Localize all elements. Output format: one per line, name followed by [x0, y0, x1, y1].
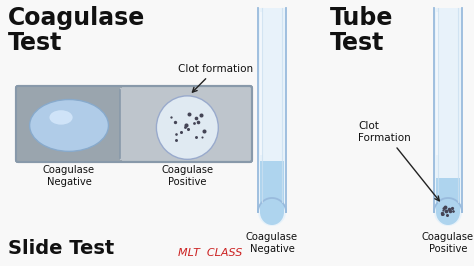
Text: Coagulase
Negative: Coagulase Negative	[246, 232, 298, 253]
Ellipse shape	[49, 110, 73, 125]
Ellipse shape	[434, 198, 462, 226]
FancyBboxPatch shape	[16, 86, 122, 162]
Ellipse shape	[258, 198, 286, 226]
Text: Slide Test: Slide Test	[8, 239, 114, 258]
Text: MLT  CLASS: MLT CLASS	[178, 248, 242, 258]
Bar	[20, 90, 116, 158]
Ellipse shape	[156, 96, 219, 159]
Text: Coagulase
Positive: Coagulase Positive	[161, 165, 213, 187]
FancyBboxPatch shape	[120, 88, 250, 160]
Bar	[434, 8, 462, 212]
Text: Coagulase
Positive: Coagulase Positive	[422, 232, 474, 253]
Ellipse shape	[436, 199, 460, 225]
Text: Coagulase
Test: Coagulase Test	[8, 6, 145, 55]
Text: Tube
Test: Tube Test	[330, 6, 393, 55]
Bar	[260, 161, 284, 212]
Ellipse shape	[260, 199, 284, 225]
Ellipse shape	[29, 99, 109, 151]
FancyBboxPatch shape	[16, 86, 252, 162]
Bar	[436, 178, 460, 212]
Text: Clot
Formation: Clot Formation	[358, 121, 439, 201]
Bar	[258, 8, 286, 212]
Bar	[436, 12, 439, 155]
Bar	[260, 12, 264, 155]
Text: Clot formation: Clot formation	[178, 64, 253, 92]
Text: Coagulase
Negative: Coagulase Negative	[43, 165, 95, 187]
